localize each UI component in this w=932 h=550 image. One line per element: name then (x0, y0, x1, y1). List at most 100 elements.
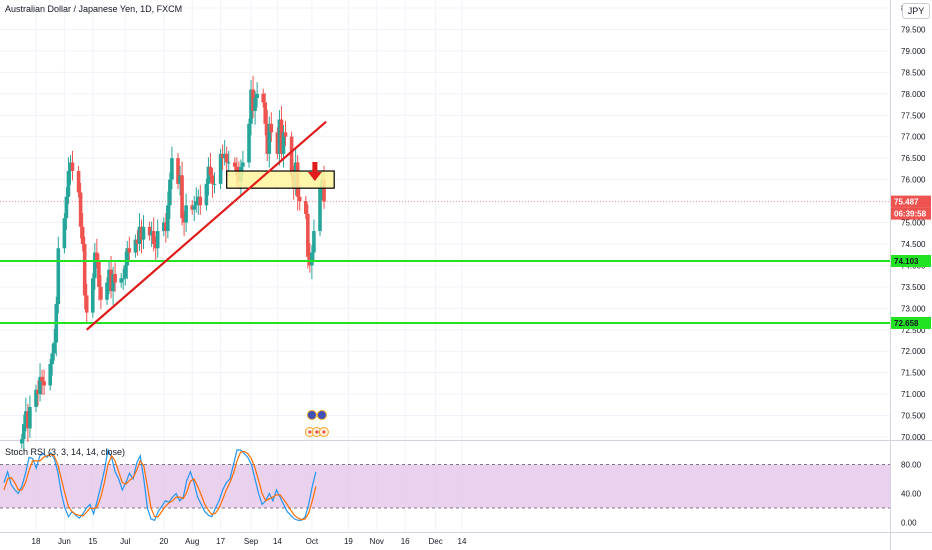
candle-body (113, 273, 117, 283)
candle-body (147, 226, 152, 236)
candle-body (66, 171, 71, 197)
candle-body (22, 424, 26, 440)
candle-body (176, 158, 180, 184)
stoch-axis[interactable]: 0.00 40.00 80.00 (901, 461, 922, 528)
price-tick-label: 71.000 (901, 390, 926, 399)
candle-body (198, 196, 203, 206)
stoch-tick-label: 0.00 (901, 519, 917, 528)
trendline[interactable] (85, 120, 327, 331)
candle-body (164, 222, 168, 232)
candle-body (196, 196, 201, 202)
stoch-rsi-title: Stoch RSI (3, 3, 14, 14, close) (5, 447, 126, 457)
candle-body (297, 196, 302, 202)
candle-body (222, 153, 227, 159)
time-tick-label: 18 (32, 537, 41, 546)
stoch-tick-label: 40.00 (901, 490, 922, 499)
price-tick-label: 79.000 (901, 47, 926, 56)
candle-body (68, 162, 73, 172)
stoch-d-line (3, 450, 317, 521)
candle-body (82, 243, 87, 296)
candle-body (135, 239, 140, 244)
price-tick-label: 76.000 (901, 176, 926, 185)
candle-body (107, 269, 111, 283)
level-2-badge: 72.658 (894, 319, 919, 328)
time-tick-label: Nov (370, 537, 384, 546)
candle-body (277, 119, 282, 154)
candle-body (233, 162, 237, 167)
candle-body (263, 102, 268, 124)
candle-body (34, 389, 38, 407)
countdown-badge-bg (891, 207, 931, 220)
candle-body (226, 162, 231, 164)
candle-body (137, 226, 142, 244)
candle-body (139, 226, 144, 240)
time-tick-label: 19 (344, 537, 353, 546)
currency-badge[interactable]: JPY (902, 3, 930, 19)
candle-body (275, 132, 280, 154)
price-tick-label: 71.500 (901, 369, 926, 378)
price-tick-label: 77.500 (901, 111, 926, 120)
candle-body (304, 201, 308, 214)
event-icons[interactable] (304, 410, 329, 437)
price-tick-label: 70.000 (901, 433, 926, 442)
candle-body (255, 93, 259, 99)
candle-body (99, 286, 103, 300)
price-tick-label: 70.500 (901, 412, 926, 421)
candle-body (220, 153, 225, 159)
candle-body (168, 179, 172, 206)
last-price-badge: 75.487 (894, 198, 919, 207)
candle-body (190, 205, 194, 210)
candle-body (155, 231, 160, 249)
time-tick-label: 14 (273, 537, 282, 546)
candle-body (192, 205, 197, 210)
candle-body (50, 353, 55, 365)
candle-body (42, 381, 46, 386)
candle-body (283, 132, 288, 137)
time-axis[interactable]: 18 Jun 15 Jul 20 Aug 17 Sep 14 Oct 19 Nov 16 Dec 14 (32, 537, 467, 546)
time-tick-label: Dec (429, 537, 443, 546)
time-tick-label: Jun (58, 537, 71, 546)
candle-body (119, 278, 123, 283)
candle-body (204, 183, 209, 206)
candle-body (162, 222, 166, 232)
candle-body (289, 136, 294, 176)
candle-body (52, 342, 57, 354)
candle-body (170, 158, 174, 180)
time-tick-label: 16 (401, 537, 410, 546)
price-tick-label: 73.500 (901, 283, 926, 292)
candle-body (269, 123, 274, 133)
candle-body (149, 231, 154, 236)
time-tick-label: Aug (185, 537, 199, 546)
candle-body (166, 205, 170, 232)
time-tick-label: 17 (216, 537, 225, 546)
down-arrow-icon (307, 162, 322, 181)
candle-body (125, 248, 130, 266)
candle-body (218, 153, 223, 184)
candle-body (267, 123, 272, 154)
candle-body (97, 261, 101, 287)
price-tick-label: 78.500 (901, 68, 926, 77)
candle-body (28, 406, 32, 429)
candle-body (105, 282, 109, 300)
time-tick-label: Oct (306, 537, 319, 546)
candle-body (76, 171, 81, 193)
candle-body (38, 376, 42, 395)
candle-body (20, 439, 24, 444)
candle-body (127, 248, 132, 253)
candle-body (310, 252, 314, 266)
earnings-dot (315, 430, 319, 434)
candle-body (184, 205, 188, 223)
time-tick-label: 14 (458, 537, 467, 546)
time-tick-label: Jul (120, 537, 130, 546)
level-1-badge: 74.103 (894, 257, 919, 266)
price-grid (0, 0, 890, 532)
news-flag-icon (306, 410, 317, 420)
candle-body (182, 218, 186, 223)
candle-body (84, 295, 89, 313)
candle-body (40, 376, 44, 382)
candle-body (180, 175, 184, 219)
price-axis[interactable]: 70.000 70.500 71.000 71.500 72.000 72.500 73.0… (901, 4, 926, 442)
symbol-title: Australian Dollar / Japanese Yen, 1D, FX… (5, 4, 183, 14)
